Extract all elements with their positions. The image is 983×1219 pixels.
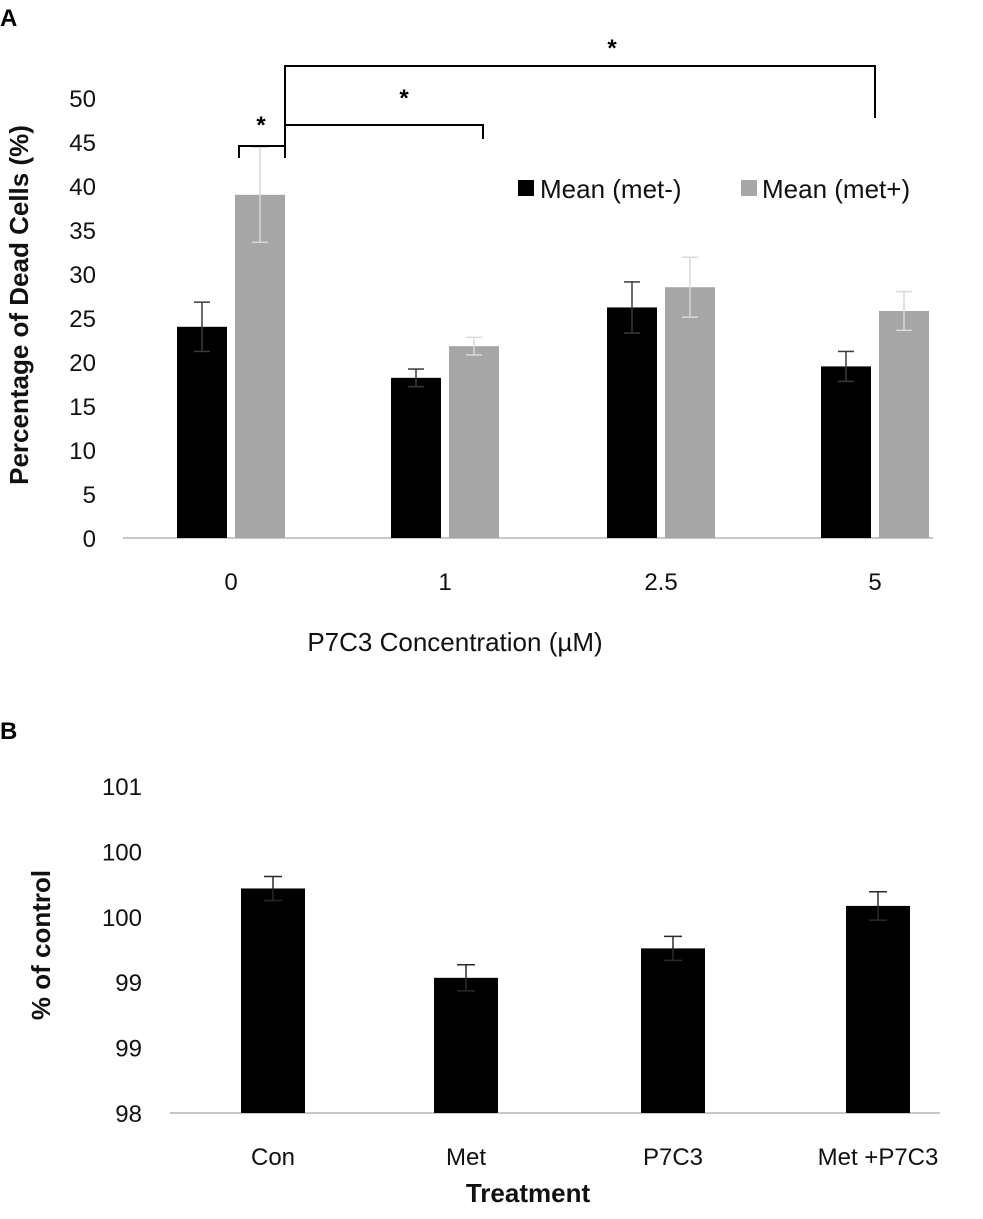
- chart-a-y-tick-9: 45: [69, 130, 96, 157]
- chart-b-y-ticks: 98 99 99 100 100 101: [102, 774, 142, 1128]
- chart-b-x-tick-p7c3: P7C3: [643, 1144, 703, 1171]
- chart-b-y-tick-1: 99: [115, 1036, 142, 1063]
- significance-star-1: *: [399, 85, 409, 112]
- chart-a-bar-mean-met-5: [879, 310, 929, 538]
- chart-b-y-tick-4: 100: [102, 839, 142, 866]
- significance-bracket-2: [284, 65, 876, 118]
- chart-a-bar-mean-met-0: [235, 194, 285, 539]
- chart-b-bar-con: [241, 888, 305, 1113]
- chart-a-x-tick-2-5: 2.5: [644, 569, 677, 596]
- chart-a-y-tick-6: 30: [69, 262, 96, 289]
- chart-b-bar-met-p7c3: [846, 905, 910, 1113]
- chart-b-y-tick-5: 101: [102, 774, 142, 801]
- chart-a-y-title: Percentage of Dead Cells (%): [4, 125, 34, 485]
- chart-b: 98 99 99 100 100 101 Con Met P7C3 Met +P7C3 Trea…: [26, 774, 940, 1208]
- chart-b-y-tick-0: 98: [115, 1101, 142, 1128]
- chart-b-x-title: Treatment: [466, 1178, 591, 1208]
- chart-a-y-tick-8: 40: [69, 174, 96, 201]
- chart-b-bar-p7c3: [641, 948, 705, 1113]
- chart-a-bar-mean-met-1: [391, 377, 441, 538]
- chart-a-y-tick-3: 15: [69, 394, 96, 421]
- chart-b-x-tick-met-p7c3: Met +P7C3: [818, 1144, 939, 1171]
- legend-swatch-met-plus: [741, 180, 757, 196]
- chart-a-y-tick-1: 5: [83, 482, 96, 509]
- chart-a-x-tick-0: 0: [224, 569, 237, 596]
- chart-a-legend: Mean (met-) Mean (met+): [518, 174, 910, 204]
- chart-b-x-tick-con: Con: [251, 1144, 295, 1171]
- chart-a-y-tick-10: 50: [69, 86, 96, 113]
- chart-a-x-ticks: 0 1 2.5 5: [224, 569, 881, 596]
- chart-a-y-tick-7: 35: [69, 218, 96, 245]
- chart-b-y-tick-2: 99: [115, 970, 142, 997]
- chart-a-y-tick-2: 10: [69, 438, 96, 465]
- significance-bracket-1: [284, 124, 484, 139]
- chart-a-x-tick-1: 1: [438, 569, 451, 596]
- chart-b-y-tick-3: 100: [102, 905, 142, 932]
- chart-b-x-ticks: Con Met P7C3 Met +P7C3: [251, 1144, 938, 1171]
- legend-swatch-met-minus: [518, 180, 534, 196]
- panel-letter-a: A: [0, 5, 17, 32]
- chart-a-y-ticks: 0 5 10 15 20 25 30 35 40 45 50: [69, 86, 96, 553]
- significance-star-2: *: [607, 35, 617, 62]
- chart-b-bar-met: [434, 977, 498, 1113]
- legend-label-met-minus: Mean (met-): [540, 174, 682, 204]
- chart-a-significance: * * *: [238, 35, 876, 158]
- panel-letter-b: B: [0, 718, 17, 745]
- legend-label-met-plus: Mean (met+): [762, 174, 910, 204]
- chart-b-y-title: % of control: [26, 870, 56, 1020]
- chart-a-y-tick-0: 0: [83, 526, 96, 553]
- chart-a-x-tick-5: 5: [868, 569, 881, 596]
- chart-a-x-title: P7C3 Concentration (µM): [307, 627, 602, 657]
- chart-a-bar-mean-met-1: [449, 346, 499, 538]
- chart-b-bars: [241, 875, 910, 1113]
- chart-a-bars: [177, 146, 929, 539]
- chart-a-bar-mean-met-2-5: [607, 307, 657, 538]
- chart-b-x-tick-met: Met: [446, 1144, 486, 1171]
- chart-a-bar-mean-met-0: [177, 326, 227, 538]
- chart-a-y-tick-4: 20: [69, 350, 96, 377]
- chart-a-y-tick-5: 25: [69, 306, 96, 333]
- significance-star-0: *: [256, 112, 266, 139]
- chart-a-bar-mean-met-5: [821, 366, 871, 538]
- significance-bracket-0: [238, 145, 286, 158]
- chart-a-bar-mean-met-2-5: [665, 287, 715, 538]
